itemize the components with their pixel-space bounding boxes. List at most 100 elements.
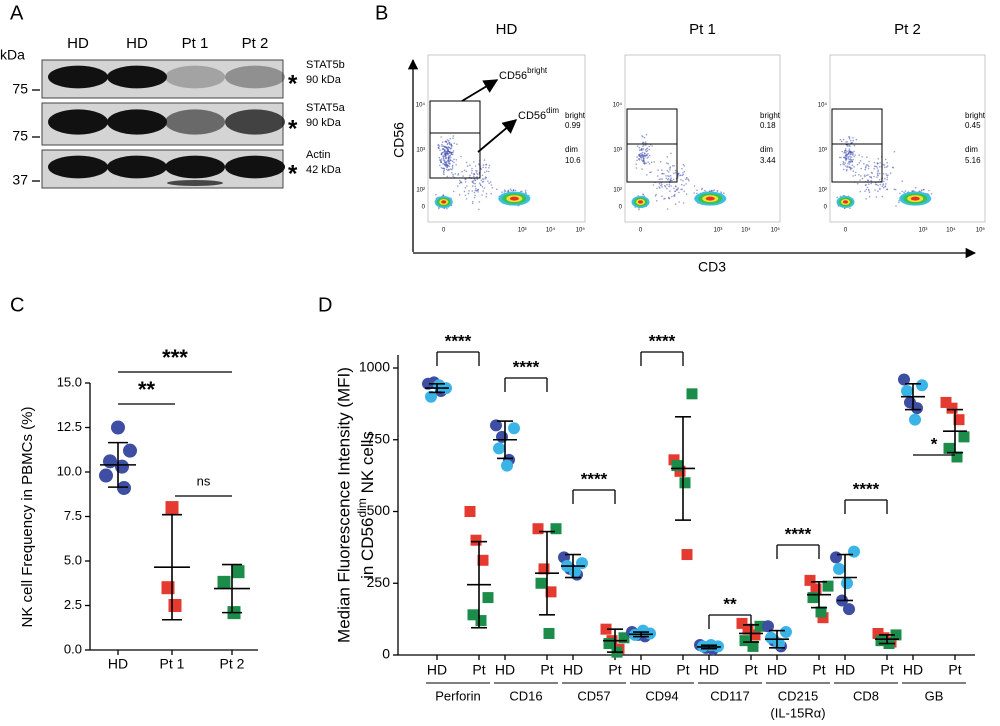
- flow-dot: [696, 192, 698, 195]
- flow-dot: [664, 184, 666, 187]
- flow-dot: [898, 199, 900, 202]
- y-tick-label: 250: [367, 574, 391, 590]
- gate-name-sup: dim: [546, 106, 559, 115]
- flow-dot: [852, 152, 854, 154]
- flow-dot: [864, 175, 866, 178]
- flow-dot: [465, 161, 468, 164]
- flow-dot: [875, 196, 878, 198]
- flow-dot: [864, 168, 866, 171]
- flow-dot: [685, 178, 687, 181]
- flow-dot: [474, 179, 477, 181]
- lane-label: Pt 2: [242, 35, 269, 52]
- flow-dot: [666, 179, 669, 181]
- dot: [496, 430, 508, 443]
- gate: [626, 108, 678, 183]
- blot-unit: kDa: [0, 47, 25, 63]
- flow-dot: [868, 165, 870, 168]
- x-tick-label: Pt: [608, 662, 621, 678]
- dot: [901, 384, 913, 397]
- x-tick-label: Pt: [880, 662, 893, 678]
- flow-dot: [645, 154, 648, 157]
- flow-dot: [473, 196, 476, 199]
- flow-dot: [882, 186, 885, 189]
- flow-dot: [847, 156, 850, 158]
- flow-dot: [442, 156, 445, 159]
- flow-dot: [447, 149, 449, 152]
- flow-dot: [708, 190, 711, 192]
- dot: [773, 637, 785, 650]
- x-tick-label: HD: [699, 662, 719, 678]
- flow-dot: [655, 193, 657, 196]
- flow-dot: [450, 147, 452, 150]
- significance-label: ***: [162, 345, 188, 370]
- flow-dot: [471, 202, 474, 205]
- significance-label: ****: [785, 524, 812, 543]
- flow-dot: [640, 156, 642, 159]
- flow-y-tick: 0: [824, 205, 828, 211]
- flow-dot: [648, 148, 651, 151]
- dot: [817, 612, 829, 624]
- flow-dot: [638, 146, 641, 149]
- flow-dot: [650, 161, 653, 163]
- flow-dot: [438, 145, 441, 147]
- flow-dot: [867, 188, 870, 191]
- flow-dot: [465, 170, 468, 173]
- flow-dot: [485, 166, 487, 169]
- flow-dot: [451, 167, 454, 169]
- flow-dot: [884, 177, 886, 180]
- flow-dot: [889, 172, 892, 174]
- flow-dot: [868, 195, 871, 198]
- flow-dot: [849, 161, 852, 164]
- flow-dot: [852, 175, 854, 177]
- flow-dot: [442, 170, 445, 173]
- flow-y-tick: 10²: [416, 188, 425, 194]
- flow-dot: [441, 151, 444, 154]
- x-tick-label: Pt: [540, 662, 553, 678]
- flow-dot: [656, 187, 658, 190]
- flow-y-tick: 10²: [818, 188, 827, 194]
- flow-dot: [849, 153, 852, 155]
- flow-dot: [669, 166, 672, 168]
- flow-dot: [483, 187, 486, 189]
- flow-dot: [446, 139, 449, 141]
- flow-x-tick: 10³: [714, 228, 723, 234]
- flow-dot: [635, 163, 637, 165]
- flow-dot: [847, 161, 850, 163]
- flow-dot: [645, 150, 648, 153]
- flow-dot: [473, 173, 475, 176]
- flow-dot: [666, 184, 668, 186]
- flow-dot: [849, 158, 852, 161]
- flow-dot: [483, 159, 486, 161]
- flow-dot: [443, 173, 445, 176]
- flow-dot: [867, 167, 870, 170]
- flow-dot: [439, 159, 441, 161]
- y-axis-label-part: NK cells: [358, 431, 377, 498]
- gate-value: 0.18: [760, 121, 776, 130]
- flow-dot: [696, 189, 698, 191]
- flow-dot: [879, 183, 882, 186]
- asterisk: *: [288, 70, 298, 97]
- flow-dot: [514, 189, 517, 192]
- flow-dot: [928, 189, 930, 192]
- flow-dot: [853, 150, 855, 153]
- flow-dot: [665, 175, 667, 177]
- flow-dot: [650, 171, 652, 173]
- dot: [550, 523, 562, 535]
- flow-dot: [845, 141, 847, 143]
- flow-dot: [870, 171, 873, 174]
- flow-x-tick: 10⁵: [976, 227, 986, 234]
- protein-label: STAT5a: [306, 102, 346, 114]
- flow-dot: [457, 173, 460, 175]
- flow-dot: [901, 180, 904, 182]
- flow-dot: [503, 189, 506, 191]
- flow-density: [637, 200, 644, 204]
- flow-dot: [452, 150, 455, 152]
- flow-dot: [921, 189, 923, 192]
- flow-dot: [487, 170, 490, 173]
- x-tick-label: HD: [631, 662, 651, 678]
- flow-dot: [873, 167, 875, 170]
- marker-label: 37: [12, 172, 28, 188]
- flow-dot: [864, 190, 866, 192]
- flow-dot: [489, 181, 492, 183]
